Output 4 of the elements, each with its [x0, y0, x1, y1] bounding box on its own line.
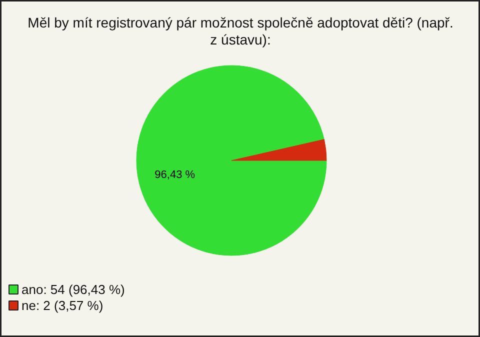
- data-label: 96,43 %: [154, 168, 196, 181]
- legend-label: ne: 2 (3,57 %): [22, 298, 104, 313]
- legend-label: ano: 54 (96,43 %): [22, 282, 125, 297]
- chart-title: Měl by mít registrovaný pár možnost společně adoptovat děti? (např. z ústavu):: [28, 14, 454, 48]
